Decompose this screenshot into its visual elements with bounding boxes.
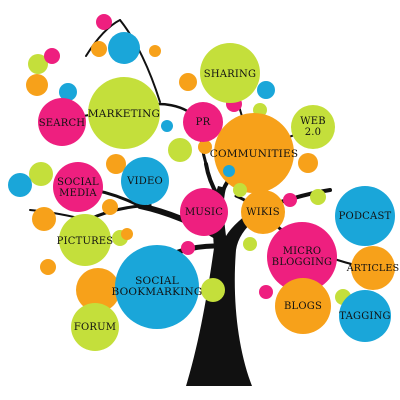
social-media-bubble xyxy=(53,162,103,212)
small-bubble xyxy=(32,207,56,231)
small-bubble xyxy=(198,140,212,154)
small-bubble xyxy=(233,183,247,197)
small-bubble xyxy=(29,162,53,186)
pr-bubble xyxy=(183,102,223,142)
marketing-bubble xyxy=(88,77,160,149)
small-bubble xyxy=(121,228,133,240)
small-bubble xyxy=(96,14,112,30)
small-bubble xyxy=(257,81,275,99)
social-bookmarking-bubble xyxy=(115,245,199,329)
small-bubble xyxy=(243,237,257,251)
small-bubble xyxy=(283,193,297,207)
small-bubble xyxy=(223,165,235,177)
tagging-bubble xyxy=(339,290,391,342)
forum-bubble xyxy=(76,268,120,312)
branch-top-left xyxy=(85,19,121,57)
pictures-bubble xyxy=(59,214,111,266)
blogs-bubble xyxy=(275,278,331,334)
small-bubble xyxy=(161,120,173,132)
micro-blogging-bubble xyxy=(267,222,337,292)
forum-lower-bubble xyxy=(71,303,119,351)
small-bubble xyxy=(91,41,107,57)
web20-bubble xyxy=(291,105,335,149)
small-bubble xyxy=(298,153,318,173)
small-bubble xyxy=(310,189,326,205)
small-bubble xyxy=(40,259,56,275)
small-bubble xyxy=(26,74,48,96)
small-bubble xyxy=(28,54,48,74)
wikis-bubble xyxy=(241,190,285,234)
small-bubble xyxy=(168,138,192,162)
small-bubble xyxy=(201,278,225,302)
small-bubble xyxy=(259,285,273,299)
branch-top xyxy=(119,19,161,103)
search-bubble xyxy=(38,98,86,146)
small-bubble xyxy=(59,83,77,101)
small-bubble xyxy=(149,45,161,57)
small-bubble xyxy=(106,154,126,174)
video-bubble xyxy=(121,157,169,205)
small-bubble xyxy=(44,48,60,64)
small-bubble xyxy=(181,241,195,255)
small-bubble xyxy=(8,173,32,197)
sharing-bubble xyxy=(200,43,260,103)
bubbles xyxy=(8,14,395,351)
small-bubble xyxy=(108,32,140,64)
podcast-bubble xyxy=(335,186,395,246)
articles-bubble xyxy=(351,246,395,290)
small-bubble xyxy=(179,73,197,91)
small-bubble xyxy=(102,199,118,215)
communities-bubble xyxy=(214,113,294,193)
music-bubble xyxy=(180,188,228,236)
